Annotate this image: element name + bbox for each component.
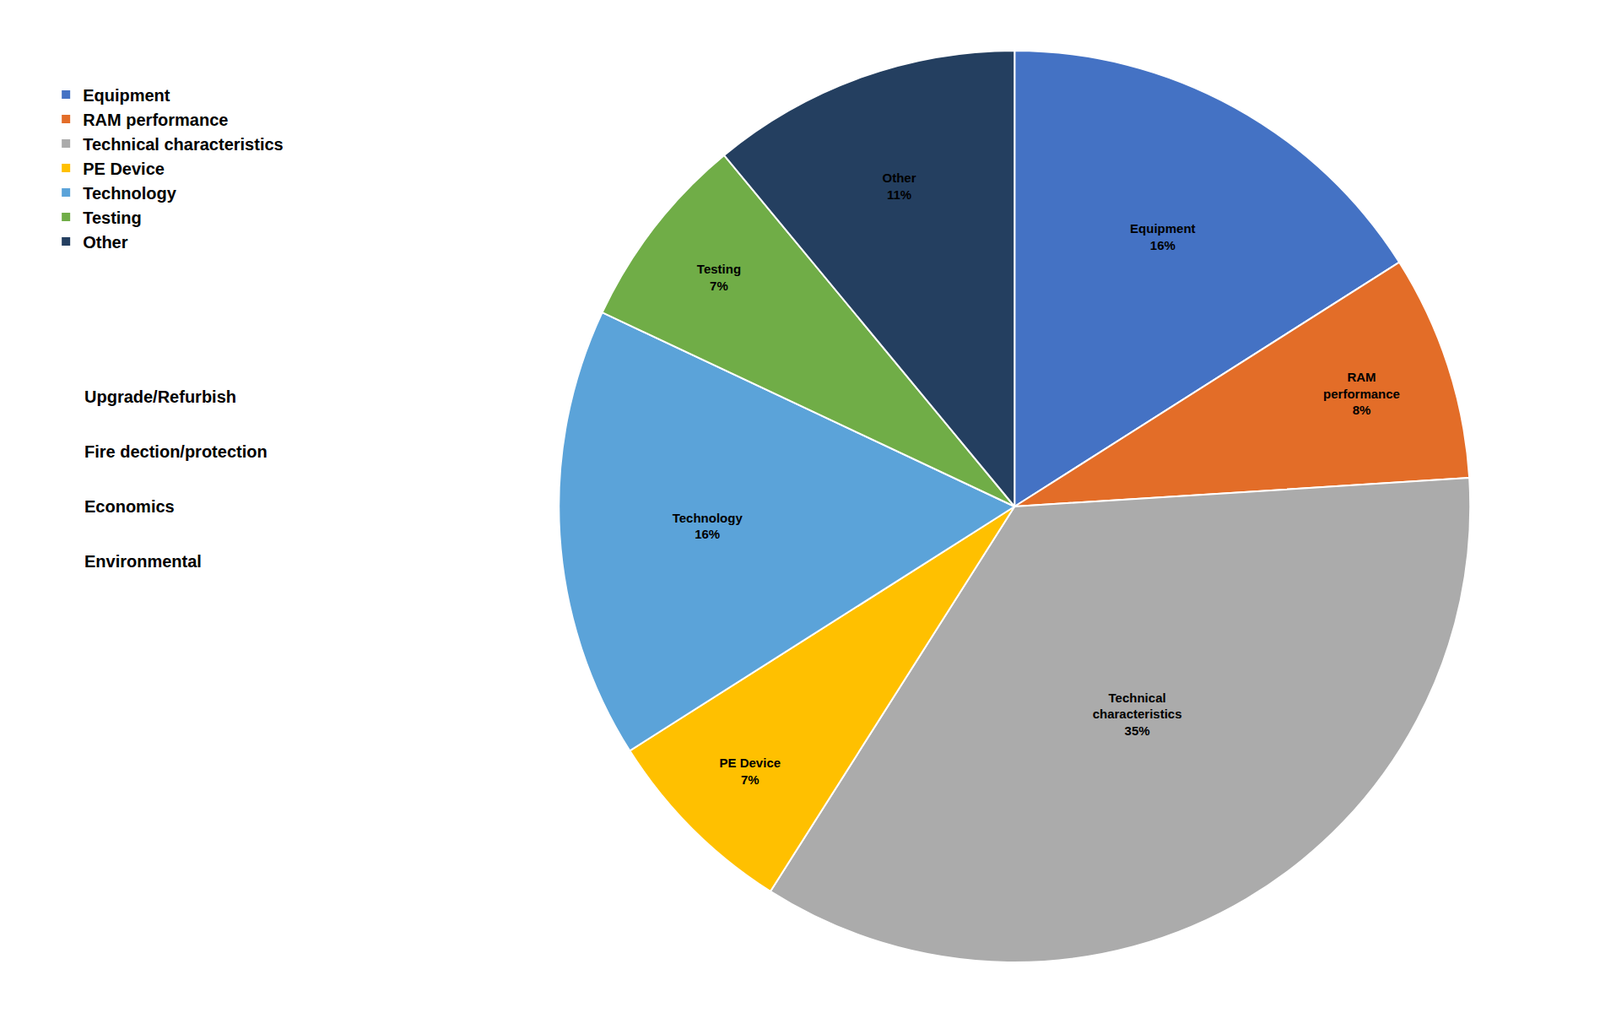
svg-text:Technology16%: Technology16% — [672, 510, 744, 542]
svg-text:Equipment: Equipment — [82, 86, 171, 105]
svg-text:Other11%: Other11% — [882, 170, 917, 202]
svg-text:Technology: Technology — [82, 183, 178, 203]
svg-text:Economics: Economics — [84, 497, 175, 516]
svg-text:RAM performance: RAM performance — [82, 110, 228, 130]
svg-text:Environmental: Environmental — [84, 551, 202, 571]
svg-text:Fire dection/protection: Fire dection/protection — [84, 442, 268, 461]
svg-text:Upgrade/Refurbish: Upgrade/Refurbish — [84, 387, 237, 406]
svg-text:PE Device: PE Device — [82, 159, 165, 179]
svg-text:Testing7%: Testing7% — [697, 261, 741, 293]
svg-text:Other: Other — [82, 232, 129, 252]
svg-text:Testing: Testing — [82, 208, 142, 228]
svg-text:PE Device7%: PE Device7% — [719, 755, 782, 787]
svg-text:Equipment16%: Equipment16% — [1129, 221, 1196, 253]
svg-text:Technical characteristics: Technical characteristics — [82, 135, 284, 154]
svg-text:RAMperformance8%: RAMperformance8% — [1323, 369, 1400, 417]
svg-text:Technicalcharacteristics35%: Technicalcharacteristics35% — [1092, 690, 1183, 738]
